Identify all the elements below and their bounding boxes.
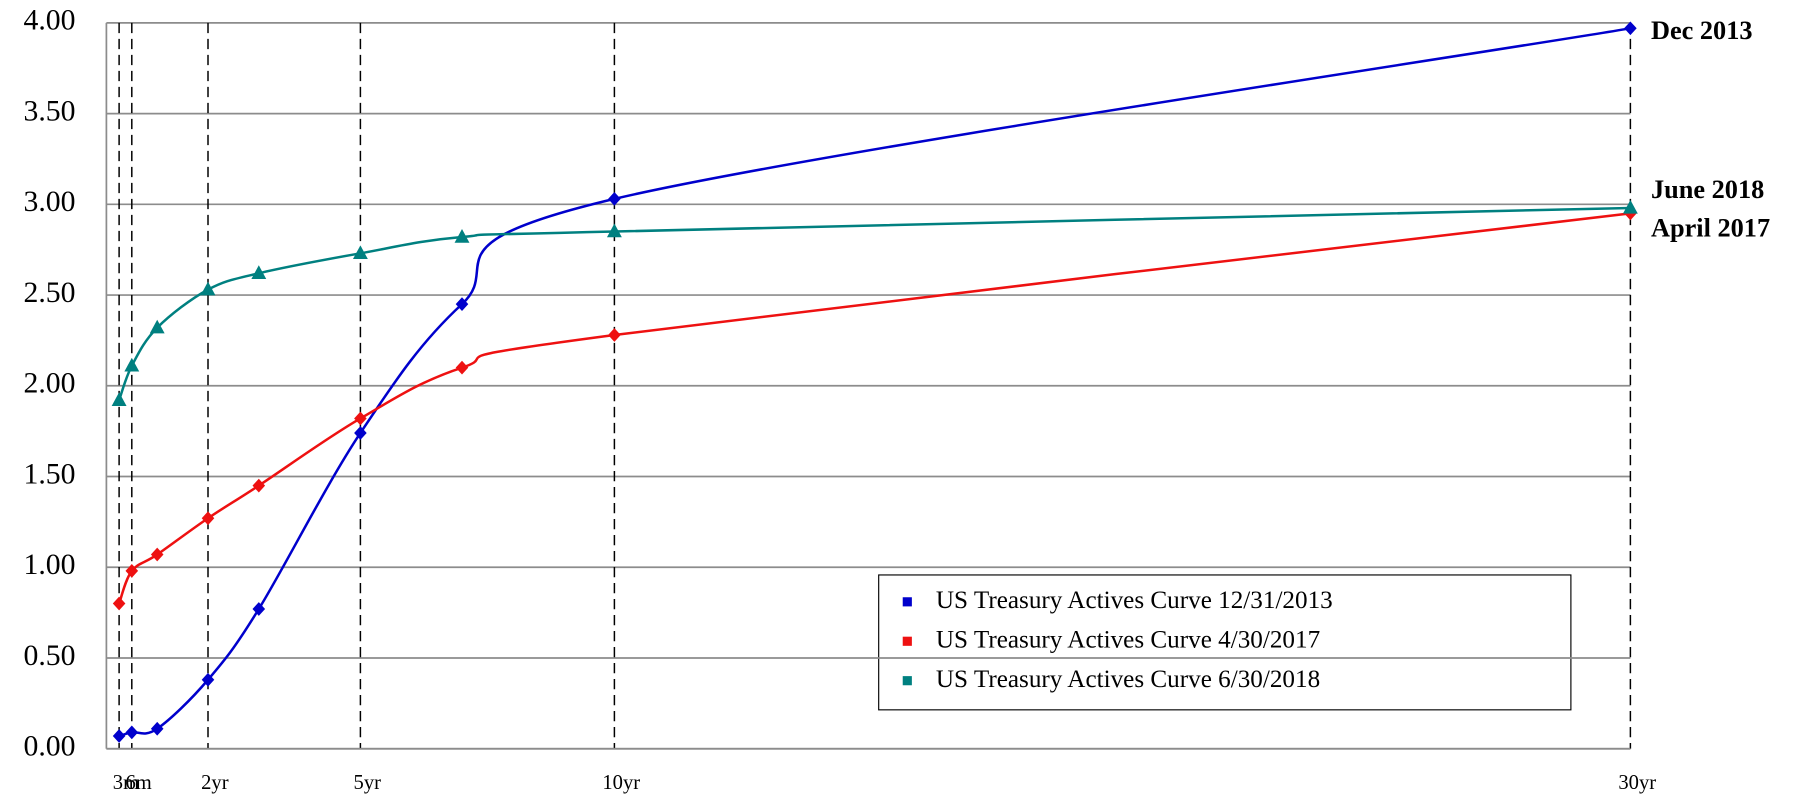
marker bbox=[252, 602, 266, 616]
x-tick-label: 30yr bbox=[1618, 772, 1656, 794]
y-tick-label: 3.50 bbox=[23, 95, 75, 127]
legend-swatch bbox=[902, 597, 912, 607]
y-tick-label: 4.00 bbox=[23, 5, 75, 37]
marker bbox=[150, 547, 164, 562]
y-tick-label: 1.50 bbox=[23, 458, 75, 490]
x-tick-label: 5yr bbox=[354, 772, 382, 794]
y-tick-label: 0.00 bbox=[23, 731, 75, 763]
marker bbox=[354, 411, 367, 426]
y-tick-label: 2.50 bbox=[23, 277, 75, 309]
y-tick-label: 3.00 bbox=[23, 186, 75, 218]
series-line bbox=[118, 27, 1631, 738]
marker bbox=[112, 596, 126, 611]
marker bbox=[125, 725, 139, 740]
marker bbox=[252, 478, 266, 493]
marker bbox=[124, 357, 140, 372]
marker bbox=[201, 672, 215, 687]
legend-swatch bbox=[902, 676, 912, 686]
marker bbox=[111, 392, 127, 407]
marker bbox=[454, 228, 470, 243]
marker bbox=[352, 245, 368, 260]
legend-label: US Treasury Actives Curve 4/30/2017 bbox=[936, 627, 1320, 654]
marker bbox=[125, 564, 139, 578]
x-tick-label: 10yr bbox=[602, 772, 640, 794]
marker bbox=[1622, 199, 1638, 214]
marker bbox=[251, 265, 267, 279]
y-tick-label: 2.00 bbox=[23, 368, 75, 400]
marker bbox=[608, 328, 621, 342]
legend-swatch bbox=[902, 636, 912, 646]
marker bbox=[112, 729, 126, 743]
x-tick-label: 6m bbox=[126, 772, 152, 794]
marker bbox=[149, 319, 165, 334]
marker bbox=[150, 721, 164, 736]
marker bbox=[354, 426, 367, 440]
legend-box bbox=[878, 574, 1572, 711]
legend-label: US Treasury Actives Curve 12/31/2013 bbox=[936, 587, 1333, 614]
marker bbox=[200, 281, 216, 296]
end-label: April 2017 bbox=[1651, 214, 1770, 243]
x-tick-label: 2yr bbox=[201, 772, 229, 794]
marker bbox=[1624, 21, 1637, 36]
marker bbox=[608, 192, 621, 206]
marker bbox=[455, 360, 469, 375]
marker bbox=[201, 511, 215, 526]
x-tick-label: 3m bbox=[113, 772, 139, 794]
y-tick-label: 0.50 bbox=[23, 640, 75, 672]
legend-label: US Treasury Actives Curve 6/30/2018 bbox=[936, 666, 1320, 693]
end-label: June 2018 bbox=[1651, 175, 1764, 204]
y-tick-label: 1.00 bbox=[23, 549, 75, 581]
series-line bbox=[117, 212, 1631, 604]
end-label: Dec 2013 bbox=[1651, 16, 1753, 45]
marker bbox=[606, 223, 622, 238]
